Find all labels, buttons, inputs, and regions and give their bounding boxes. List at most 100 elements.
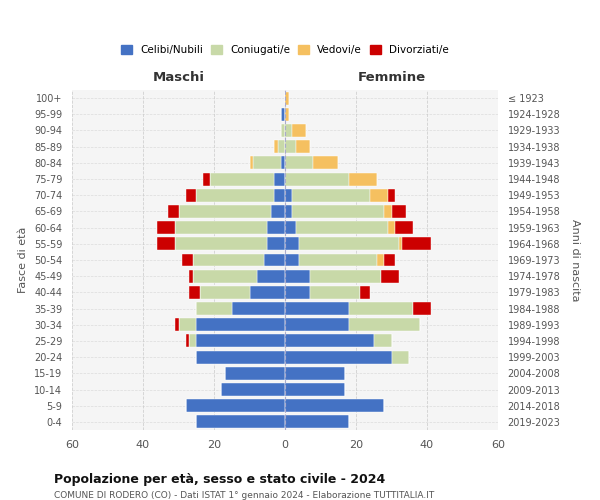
Bar (285, 383, 346, 396)
Bar (196, 416, 285, 428)
Bar (285, 302, 349, 315)
Bar (285, 350, 392, 364)
Bar (374, 334, 392, 347)
Bar (296, 140, 310, 153)
Bar (179, 318, 196, 331)
Bar (196, 302, 232, 315)
Bar (274, 189, 285, 202)
Bar (299, 238, 398, 250)
Bar (175, 318, 179, 331)
Bar (285, 334, 374, 347)
Bar (292, 205, 385, 218)
Bar (281, 108, 285, 121)
Bar (385, 205, 392, 218)
Y-axis label: Fasce di età: Fasce di età (19, 227, 28, 293)
Bar (196, 334, 285, 347)
Bar (232, 302, 285, 315)
Bar (285, 367, 346, 380)
Bar (189, 286, 200, 299)
Text: Maschi: Maschi (152, 70, 205, 84)
Bar (377, 254, 385, 266)
Bar (285, 172, 349, 186)
Bar (281, 124, 285, 137)
Bar (196, 189, 274, 202)
Bar (278, 140, 285, 153)
Bar (203, 172, 211, 186)
Bar (296, 221, 388, 234)
Bar (157, 221, 175, 234)
Bar (185, 399, 285, 412)
Bar (285, 318, 349, 331)
Bar (285, 124, 292, 137)
Bar (413, 302, 431, 315)
Bar (185, 189, 196, 202)
Bar (264, 254, 285, 266)
Text: Femmine: Femmine (358, 70, 425, 84)
Bar (313, 156, 338, 170)
Bar (388, 221, 395, 234)
Bar (182, 254, 193, 266)
Bar (285, 140, 296, 153)
Bar (349, 172, 377, 186)
Bar (189, 270, 193, 282)
Bar (398, 238, 402, 250)
Bar (185, 334, 189, 347)
Bar (388, 189, 395, 202)
Bar (285, 399, 385, 412)
Bar (274, 140, 278, 153)
Bar (310, 286, 359, 299)
Bar (175, 221, 267, 234)
Bar (299, 254, 377, 266)
Bar (402, 238, 431, 250)
Text: COMUNE DI RODERO (CO) - Dati ISTAT 1° gennaio 2024 - Elaborazione TUTTITALIA.IT: COMUNE DI RODERO (CO) - Dati ISTAT 1° ge… (54, 491, 434, 500)
Bar (274, 172, 285, 186)
Bar (196, 318, 285, 331)
Bar (200, 286, 250, 299)
Bar (250, 156, 253, 170)
Bar (285, 205, 292, 218)
Bar (381, 270, 398, 282)
Bar (292, 189, 370, 202)
Bar (175, 238, 267, 250)
Bar (157, 238, 175, 250)
Bar (211, 172, 274, 186)
Bar (193, 270, 257, 282)
Bar (179, 205, 271, 218)
Bar (253, 156, 281, 170)
Bar (285, 254, 299, 266)
Bar (310, 270, 381, 282)
Bar (224, 367, 285, 380)
Bar (267, 221, 285, 234)
Bar (285, 286, 310, 299)
Bar (267, 238, 285, 250)
Bar (285, 92, 289, 104)
Bar (271, 205, 285, 218)
Bar (395, 221, 413, 234)
Bar (392, 205, 406, 218)
Bar (285, 238, 299, 250)
Bar (250, 286, 285, 299)
Legend: Celibi/Nubili, Coniugati/e, Vedovi/e, Divorziati/e: Celibi/Nubili, Coniugati/e, Vedovi/e, Di… (117, 41, 453, 59)
Bar (196, 350, 285, 364)
Bar (257, 270, 285, 282)
Bar (385, 254, 395, 266)
Bar (168, 205, 179, 218)
Bar (189, 334, 196, 347)
Bar (359, 286, 370, 299)
Bar (285, 156, 313, 170)
Y-axis label: Anni di nascita: Anni di nascita (570, 219, 580, 301)
Bar (281, 156, 285, 170)
Bar (349, 302, 413, 315)
Bar (285, 189, 292, 202)
Bar (221, 383, 285, 396)
Bar (193, 254, 264, 266)
Bar (370, 189, 388, 202)
Bar (285, 270, 310, 282)
Bar (285, 221, 296, 234)
Text: Popolazione per età, sesso e stato civile - 2024: Popolazione per età, sesso e stato civil… (54, 472, 385, 486)
Bar (285, 108, 289, 121)
Bar (285, 416, 349, 428)
Bar (392, 350, 409, 364)
Bar (349, 318, 420, 331)
Bar (292, 124, 307, 137)
